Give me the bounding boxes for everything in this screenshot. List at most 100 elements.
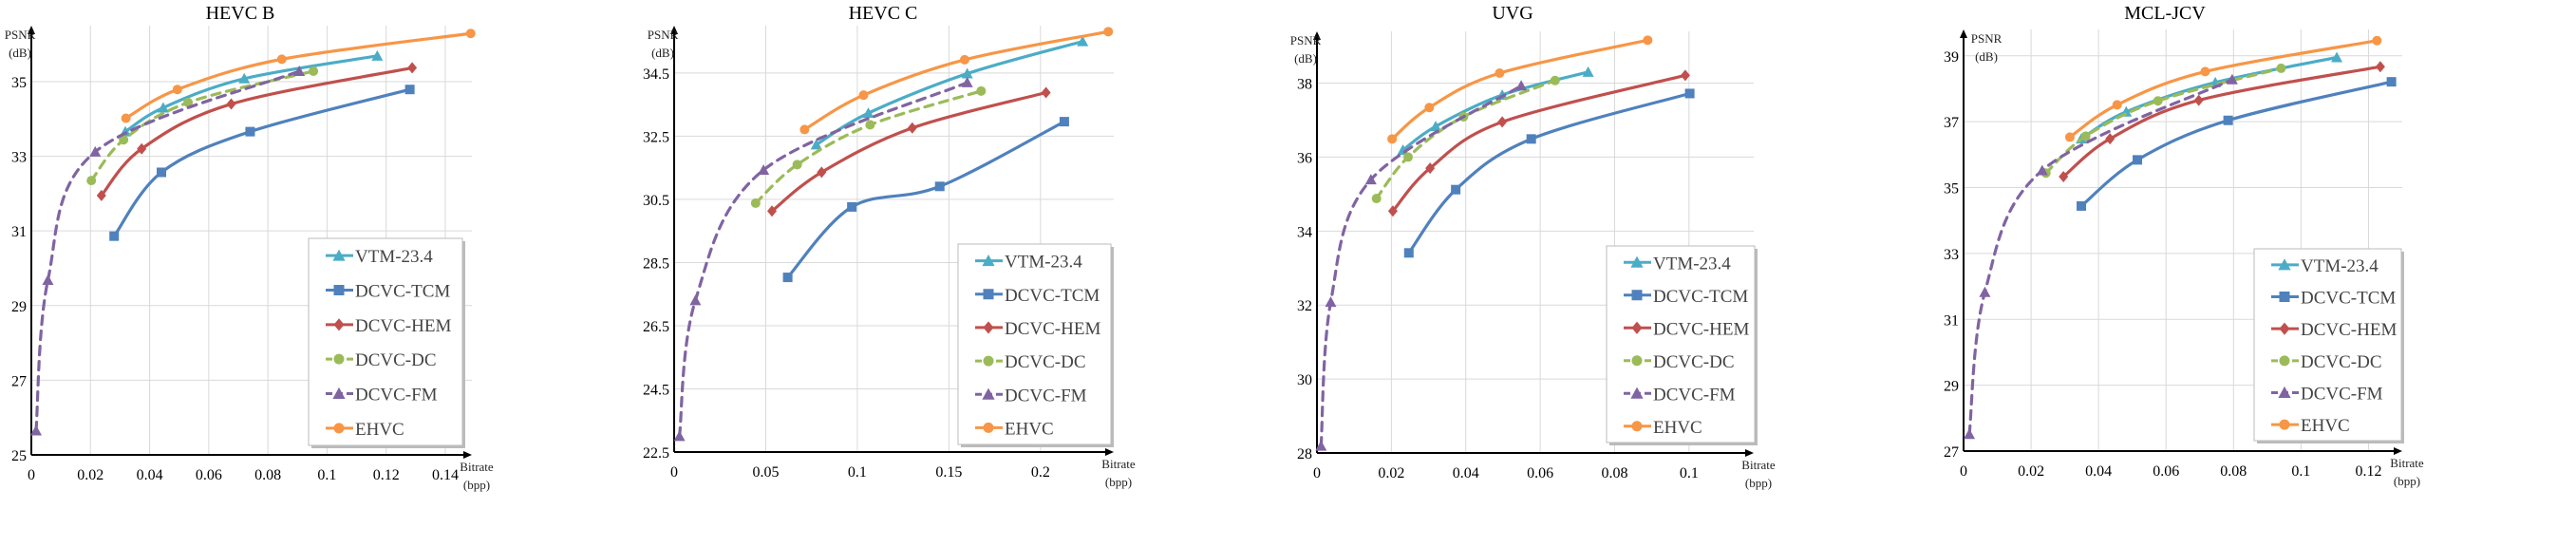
legend-label: DCVC-TCM (1653, 287, 1748, 307)
marker-circle (2372, 35, 2382, 46)
legend-label: DCVC-FM (1653, 385, 1736, 405)
legend-item: DCVC-TCM (975, 286, 1100, 306)
legend-label: VTM-23.4 (1653, 254, 1731, 274)
marker-triangle (1964, 428, 1976, 440)
legend-item: VTM-23.4 (326, 247, 433, 267)
legend-label: VTM-23.4 (2301, 256, 2379, 276)
marker-diamond (96, 189, 106, 201)
marker-circle (2276, 63, 2286, 73)
series-line (1390, 38, 1649, 141)
marker-circle (983, 422, 994, 433)
marker-circle (1424, 103, 1435, 113)
marker-circle (465, 28, 476, 39)
marker-square (1526, 134, 1536, 144)
marker-square (2279, 292, 2290, 302)
y-axis-arrow (28, 26, 35, 34)
legend-box (1606, 245, 1756, 443)
x-axis-label: (bpp) (1745, 476, 1772, 490)
marker-triangle (961, 76, 973, 87)
chart-hevc-b: 25 27 29 31 33 35 0 0.02 0.04 0.06 0.08 0.1 0.12 0.14… (5, 3, 494, 492)
marker-triangle (1325, 296, 1337, 308)
x-tick-label: 0.02 (1378, 465, 1404, 481)
marker-square (934, 181, 945, 192)
y-tick-label: 35 (11, 75, 27, 91)
x-tick-label: 0.1 (317, 467, 336, 483)
series-line (815, 40, 1084, 146)
legend-item: DCVC-FM (2271, 385, 2383, 405)
marker-diamond (137, 142, 147, 155)
x-tick-label: 0.1 (1680, 465, 1699, 481)
series-line (2068, 39, 2379, 140)
series-line (1407, 91, 1692, 255)
y-axis-label: (dB) (1975, 49, 1998, 64)
series-dcvc-fm (673, 76, 973, 442)
marker-diamond (1041, 86, 1051, 99)
marker-diamond (2279, 322, 2290, 335)
series-dcvc-dc (750, 85, 987, 208)
y-tick-label: 25 (11, 448, 27, 464)
legend-label: EHVC (1005, 419, 1054, 439)
legend-label: DCVC-TCM (355, 282, 450, 302)
series-dcvc-hem (767, 86, 1051, 217)
legend-label: VTM-23.4 (1005, 253, 1082, 273)
marker-square (847, 201, 857, 212)
series-dcvc-tcm (1403, 88, 1695, 258)
legend-item: DCVC-FM (326, 386, 438, 406)
x-axis-label: (bpp) (463, 478, 490, 492)
x-tick-label: 0.02 (2018, 463, 2044, 480)
y-tick-label: 28 (1297, 446, 1312, 462)
marker-triangle (332, 249, 346, 261)
x-axis-label: Bitrate (2390, 456, 2424, 470)
legend-label: DCVC-DC (1005, 352, 1086, 372)
x-axis-arrow (463, 451, 472, 459)
marker-circle (2279, 419, 2290, 430)
marker-triangle (689, 294, 702, 306)
marker-square (2386, 77, 2397, 87)
x-axis-label: Bitrate (1741, 458, 1776, 472)
series-dcvc-hem (1387, 69, 1690, 217)
marker-diamond (2375, 61, 2385, 73)
series-dcvc-tcm (109, 85, 415, 241)
marker-circle (119, 135, 129, 145)
series-ehvc (799, 27, 1114, 135)
series-line (802, 29, 1110, 132)
y-tick-label: 29 (1944, 379, 1959, 395)
marker-square (2077, 200, 2087, 211)
marker-circle (2064, 132, 2075, 142)
x-axis-arrow (1105, 448, 1114, 456)
marker-diamond (1387, 205, 1398, 217)
series-line (2079, 80, 2394, 208)
marker-triangle (982, 254, 995, 267)
y-tick-label: 29 (11, 299, 27, 315)
x-tick-label: 0.08 (1601, 465, 1627, 481)
legend-label: EHVC (355, 420, 404, 440)
marker-circle (1371, 194, 1382, 204)
marker-circle (276, 54, 287, 65)
y-tick-label: 32 (1297, 298, 1312, 314)
y-axis-label: PSNR (1971, 31, 2003, 46)
x-tick-label: 0 (28, 467, 35, 483)
x-tick-label: 0.2 (1031, 464, 1050, 481)
series-line (123, 54, 379, 134)
series-dcvc-fm (1315, 80, 1528, 451)
legend-label: DCVC-HEM (1653, 319, 1749, 339)
series-line (1375, 79, 1557, 200)
marker-diamond (407, 62, 418, 74)
legend-label: DCVC-DC (1653, 352, 1735, 372)
marker-square (1631, 290, 1643, 301)
series-line (124, 31, 473, 121)
marker-triangle (673, 430, 686, 442)
marker-square (245, 126, 255, 137)
marker-diamond (907, 122, 917, 134)
marker-triangle (1979, 286, 1991, 297)
marker-square (1684, 88, 1695, 99)
marker-circle (333, 353, 345, 365)
x-axis-arrow (1745, 449, 1754, 457)
marker-diamond (983, 321, 994, 334)
marker-triangle (1630, 255, 1644, 268)
y-tick-label: 31 (11, 224, 27, 240)
legend-item: DCVC-HEM (975, 319, 1100, 339)
legend-label: VTM-23.4 (355, 247, 433, 267)
legend-label: EHVC (1653, 418, 1702, 438)
x-tick-label: 0.1 (2291, 463, 2310, 480)
